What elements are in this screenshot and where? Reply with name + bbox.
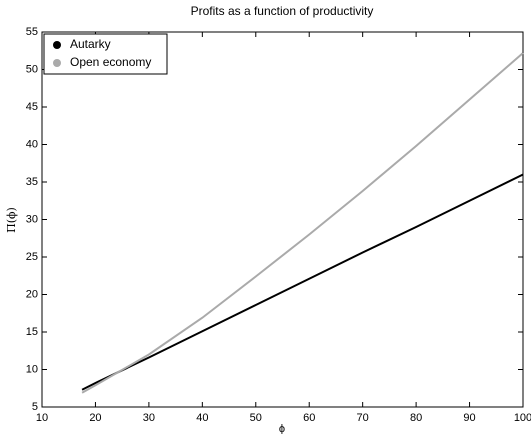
x-tick-label: 50 xyxy=(250,412,262,424)
x-tick-label: 20 xyxy=(89,412,101,424)
y-axis-label: Π(ϕ) xyxy=(5,207,18,233)
y-tick-label: 40 xyxy=(26,138,38,150)
y-tick-label: 35 xyxy=(26,176,38,188)
y-tick-label: 25 xyxy=(26,251,38,263)
x-tick-label: 40 xyxy=(196,412,208,424)
y-tick-label: 20 xyxy=(26,288,38,300)
y-tick-label: 50 xyxy=(26,63,38,75)
legend-label: Autarky xyxy=(70,37,111,51)
y-tick-label: 30 xyxy=(26,213,38,225)
series-line xyxy=(81,52,524,394)
x-tick-label: 30 xyxy=(143,412,155,424)
legend-box xyxy=(43,33,168,75)
x-axis-label: ϕ xyxy=(279,423,285,434)
y-tick-label: 45 xyxy=(26,101,38,113)
x-tick-label: 60 xyxy=(303,412,315,424)
plot-area xyxy=(41,31,524,408)
x-tick-label: 90 xyxy=(463,412,475,424)
x-tick-label: 100 xyxy=(514,412,531,424)
legend-marker xyxy=(53,59,61,67)
y-tick-label: 55 xyxy=(26,26,38,38)
y-tick-label: 15 xyxy=(26,326,38,338)
y-tick-label: 10 xyxy=(26,363,38,375)
chart-title: Profits as a function of productivity xyxy=(191,4,374,18)
x-tick-label: 10 xyxy=(36,412,48,424)
legend-marker xyxy=(53,41,61,49)
x-tick-label: 80 xyxy=(410,412,422,424)
legend-label: Open economy xyxy=(70,55,151,69)
x-tick-label: 70 xyxy=(357,412,369,424)
y-tick-label: 5 xyxy=(32,401,38,413)
